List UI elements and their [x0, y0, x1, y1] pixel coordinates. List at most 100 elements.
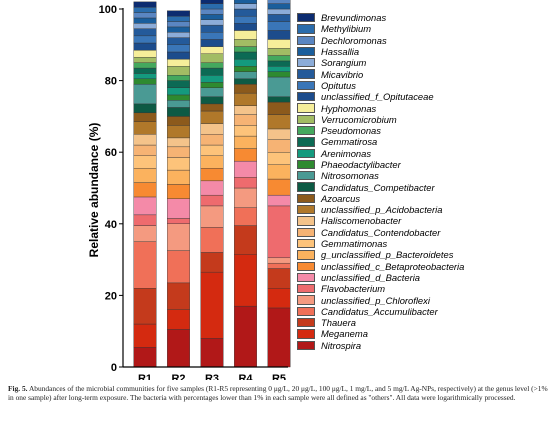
legend-swatch: [297, 182, 315, 192]
bar-segment-r1-3: [133, 241, 157, 289]
legend-swatch: [297, 148, 315, 158]
legend-label: Verrucomicrobium: [321, 113, 397, 125]
bar-segment-r5-13: [267, 101, 291, 115]
bar-segment-r3-5: [200, 194, 224, 207]
legend-label: Hyphomonas: [321, 102, 377, 114]
bar-segment-r4-22: [234, 23, 257, 31]
bar-segment-r2-10: [167, 146, 190, 158]
bar-segment-r2-26: [167, 26, 190, 33]
bar-segment-r1-29: [133, 1, 157, 8]
bar-segment-r1-26: [133, 17, 157, 24]
bar-segment-r4-13: [234, 83, 257, 94]
legend-item: Gemmatirosa: [297, 136, 552, 147]
bar-segment-r4-6: [234, 160, 257, 178]
y-tick-label-80: 80: [105, 76, 117, 88]
legend-label: Sorangium: [321, 57, 367, 69]
bar-segment-r5-9: [267, 151, 291, 165]
bar-segment-r5-17: [267, 66, 291, 72]
caption-label: Fig. 5.: [8, 384, 28, 393]
bar-segment-r2-25: [167, 32, 190, 38]
y-tick-label-0: 0: [111, 362, 117, 374]
bar-segment-r1-12: [133, 121, 157, 135]
legend-label: unclassified_d_Bacteria: [321, 271, 421, 283]
bar-segment-r3-20: [200, 53, 224, 63]
bar-segment-r3-13: [200, 103, 224, 112]
legend-label: Brevundimonas: [321, 12, 387, 24]
legend-label: Candidatus_Competibacter: [321, 181, 435, 193]
bar-segment-r4-11: [234, 105, 257, 115]
legend-swatch: [297, 261, 315, 271]
legend-label: unclassified_f_Opitutaceae: [321, 91, 434, 103]
y-tick-label-20: 20: [105, 290, 117, 302]
legend-label: Methylibium: [321, 23, 372, 35]
bar-segment-r2-16: [167, 94, 190, 101]
bar-segment-r5-25: [267, 8, 291, 15]
bar-segment-r3-1: [200, 271, 224, 339]
legend-label: Phaeodactylibacter: [321, 159, 401, 170]
x-tick-label-r5: R5: [272, 373, 286, 380]
bar-segment-r4-4: [234, 187, 257, 208]
bar-segment-r1-1: [133, 323, 157, 348]
bar-segment-r1-19: [133, 62, 157, 69]
bar-segment-r4-25: [234, 3, 257, 10]
legend-swatch: [297, 295, 315, 305]
bar-segment-r3-19: [200, 62, 224, 69]
bar-segment-r4-16: [234, 66, 257, 72]
legend-label: Haliscomenobacter: [321, 215, 402, 227]
bar-segment-r3-15: [200, 87, 224, 97]
bar-segment-r4-12: [234, 92, 257, 106]
legend-label: g_unclassified_p_Bacteroidetes: [321, 249, 454, 261]
axes: R1 R2 R3 R4 R5 0 20 40 60 80 100: [99, 4, 288, 380]
bar-segment-r1-2: [133, 288, 157, 325]
bar-segment-r5-12: [267, 114, 291, 130]
bar-segment-r1-5: [133, 214, 157, 226]
bar-segment-r1-28: [133, 7, 157, 13]
bar-segment-r1-11: [133, 134, 157, 146]
bar-segment-r2-7: [167, 184, 190, 199]
legend-swatch: [297, 340, 315, 350]
bar-segment-r2-3: [167, 250, 190, 284]
bar-segment-r5-16: [267, 71, 291, 78]
bar-segment-r4-19: [234, 46, 257, 53]
bar-segment-r1-25: [133, 23, 157, 29]
legend-swatch: [297, 69, 315, 79]
legend-item: Dechloromonas: [297, 35, 552, 46]
bar-segment-r3-7: [200, 168, 224, 182]
legend-swatch: [297, 171, 315, 181]
legend-item: Azoarcus: [297, 193, 552, 204]
legend-swatch: [297, 250, 315, 260]
bar-segment-r2-8: [167, 169, 190, 185]
bar-segment-r5-0: [267, 307, 291, 368]
bar-segment-r2-23: [167, 44, 190, 53]
legend-swatch: [297, 35, 315, 45]
legend-label: unclassified_p_Chloroflexi: [321, 294, 430, 306]
legend-label: Meganema: [321, 328, 368, 340]
bar-segment-r2-19: [167, 75, 190, 81]
bar-segment-r4-15: [234, 71, 257, 80]
bar-segment-r2-27: [167, 21, 190, 28]
bar-segment-r5-19: [267, 55, 291, 62]
legend-swatch: [297, 125, 315, 136]
bar-segment-r3-16: [200, 82, 224, 88]
legend-swatch: [297, 193, 315, 204]
legend-swatch: [297, 205, 315, 215]
bar-segment-r3-4: [200, 205, 224, 228]
bar-segment-r4-1: [234, 254, 257, 307]
legend-item: Candidatus_Accumulibacter: [297, 306, 552, 317]
legend-label: Dechloromonas: [321, 34, 387, 46]
bar-segment-r1-8: [133, 168, 157, 183]
legend-item: unclassified_p_Chloroflexi: [297, 294, 552, 306]
bar-segment-r1-23: [133, 35, 157, 44]
bar-segment-r2-18: [167, 80, 190, 88]
bar-segment-r3-6: [200, 180, 224, 196]
bar-segment-r1-15: [133, 83, 157, 105]
bar-segment-r3-14: [200, 96, 224, 105]
legend-swatch: [297, 272, 315, 283]
bar-segment-r1-18: [133, 67, 157, 74]
figure-caption: Fig. 5. Abundances of the microbial comm…: [8, 384, 548, 402]
bar-segment-r5-4: [267, 257, 291, 264]
bar-segment-r2-0: [167, 329, 190, 368]
bar-segment-r3-28: [200, 3, 224, 10]
y-tick-label-60: 60: [105, 147, 117, 159]
bar-stack-r5: [267, 0, 291, 368]
